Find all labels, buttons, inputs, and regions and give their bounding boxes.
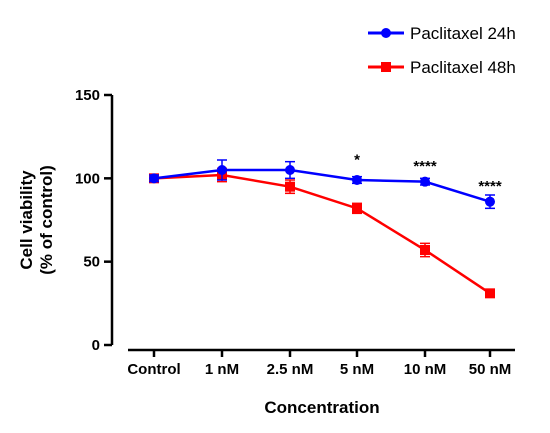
- point-24h: [285, 165, 295, 175]
- point-48h: [485, 288, 495, 299]
- x-axis-title: Concentration: [264, 398, 379, 417]
- legend-label-24h: Paclitaxel 24h: [410, 24, 516, 43]
- y-tick-label: 0: [92, 337, 100, 354]
- y-axis-title-line2: (% of control): [37, 165, 56, 275]
- point-24h: [420, 176, 430, 187]
- significance-label: ****: [478, 178, 502, 195]
- x-tick-label: 1 nM: [205, 361, 239, 378]
- series-line-24h: [153, 168, 491, 203]
- x-tick-label: 50 nM: [469, 361, 512, 378]
- y-tick-label: 100: [75, 170, 100, 187]
- legend-label-48h: Paclitaxel 48h: [410, 58, 516, 77]
- point-48h: [352, 203, 362, 214]
- point-24h: [149, 173, 159, 184]
- point-24h: [352, 175, 362, 185]
- y-tick-label: 50: [83, 254, 100, 271]
- point-24h: [217, 165, 227, 175]
- y-axis: 0 50 100 150: [75, 87, 114, 354]
- legend: Paclitaxel 24h Paclitaxel 48h: [368, 24, 516, 77]
- point-48h: [420, 245, 430, 255]
- legend-marker-24h: [381, 28, 391, 38]
- series-line-48h: [153, 173, 491, 295]
- x-axis: Control 1 nM 2.5 nM 5 nM 10 nM 50 nM: [127, 348, 515, 378]
- x-tick-label: Control: [127, 361, 180, 378]
- legend-item-48h: Paclitaxel 48h: [368, 58, 516, 77]
- series-group: [149, 159, 495, 299]
- significance-label: *: [354, 151, 360, 168]
- x-tick-label: 10 nM: [404, 361, 447, 378]
- series-24h: [149, 159, 495, 210]
- x-tick-label: 5 nM: [340, 361, 374, 378]
- y-axis-title-line1: Cell viability: [17, 170, 36, 270]
- significance-label: ****: [413, 158, 437, 175]
- legend-marker-48h: [381, 62, 391, 72]
- y-tick-label: 150: [75, 87, 100, 104]
- x-tick-label: 2.5 nM: [267, 361, 314, 378]
- legend-item-24h: Paclitaxel 24h: [368, 24, 516, 43]
- point-24h: [485, 196, 495, 207]
- point-48h: [285, 181, 295, 192]
- annotation-group: * ********: [354, 151, 502, 195]
